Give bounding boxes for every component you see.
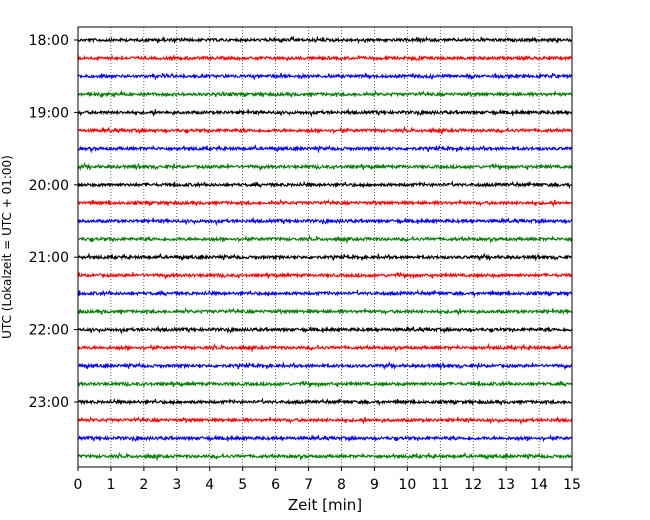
trace-line (77, 125, 573, 136)
x-axis-label: Zeit [min] (288, 496, 362, 514)
x-tick-label: 15 (563, 477, 581, 493)
y-tick-label: 19:00 (29, 105, 69, 121)
trace-line (77, 216, 573, 227)
x-tick-label: 3 (172, 477, 181, 493)
trace-line (77, 397, 573, 407)
x-tick-label: 0 (74, 477, 83, 493)
trace-line (77, 307, 573, 317)
trace-line (77, 234, 573, 245)
y-tick-label: 23:00 (29, 395, 69, 411)
y-tick-label: 20:00 (29, 178, 69, 194)
trace-line (77, 271, 573, 280)
x-tick-label: 4 (205, 477, 214, 493)
x-tick-label: 5 (238, 477, 247, 493)
y-tick-label: 18:00 (29, 33, 69, 49)
y-axis-ticks: 18:00 19:00 20:00 21:00 22:00 23:00 (29, 33, 78, 411)
x-tick-label: 7 (304, 477, 313, 493)
x-tick-label: 10 (398, 477, 416, 493)
plot-frame (77, 26, 573, 468)
trace-line (77, 252, 573, 262)
x-tick-label: 13 (497, 477, 515, 493)
x-tick-label: 8 (337, 477, 346, 493)
trace-line (77, 144, 573, 154)
trace-line (77, 379, 573, 389)
trace-line (77, 198, 573, 208)
trace-line (77, 89, 573, 98)
trace-line (77, 288, 573, 298)
y-axis-label: UTC (Lokalzeit = UTC + 01:00) (0, 155, 14, 339)
trace-line (77, 433, 573, 443)
trace-line (77, 53, 573, 63)
vertical-grid (110, 27, 540, 467)
x-axis-ticks: 0 1 2 3 4 5 6 7 8 9 10 11 12 13 14 15 (74, 467, 581, 493)
x-tick-label: 11 (431, 477, 449, 493)
trace-line (77, 415, 573, 426)
y-tick-label: 22:00 (29, 323, 69, 339)
trace-line (77, 108, 573, 118)
trace-line (77, 325, 573, 335)
x-tick-label: 2 (139, 477, 148, 493)
x-tick-label: 6 (271, 477, 280, 493)
trace-line (77, 72, 573, 81)
seismic-traces (77, 35, 573, 462)
trace-line (77, 451, 573, 462)
y-tick-label: 21:00 (29, 250, 69, 266)
x-tick-label: 1 (106, 477, 115, 493)
x-tick-label: 9 (370, 477, 379, 493)
x-tick-label: 14 (530, 477, 548, 493)
trace-line (77, 342, 573, 353)
x-tick-label: 12 (464, 477, 482, 493)
trace-line (77, 35, 573, 45)
trace-line (77, 180, 573, 189)
trace-line (77, 162, 573, 172)
trace-line (77, 361, 573, 371)
